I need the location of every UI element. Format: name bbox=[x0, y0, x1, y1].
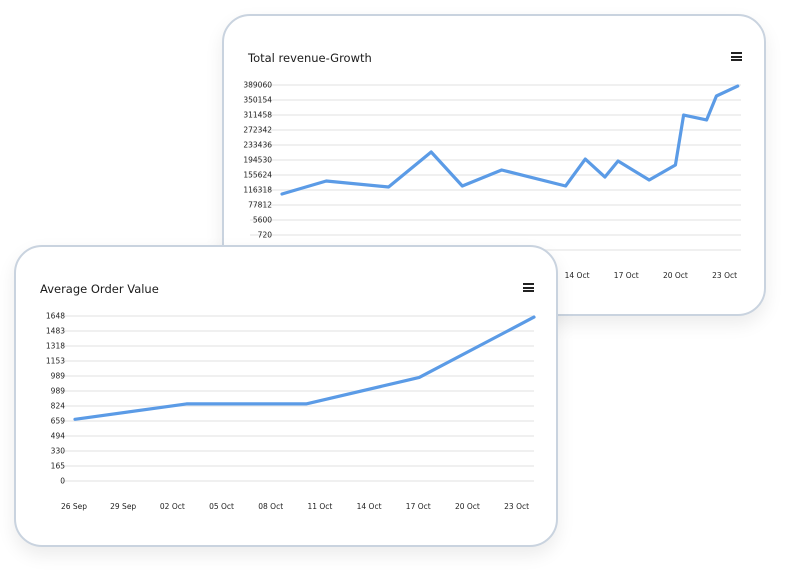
chart-title: Average Order Value bbox=[40, 282, 159, 296]
aov-chart-svg: 1648 1483 1318 1153 989 989 824 659 494 330 165 0 26… bbox=[46, 312, 536, 511]
y-tick-label: 659 bbox=[51, 417, 66, 426]
x-tick-label: 02 Oct bbox=[160, 502, 185, 511]
y-tick-label: 1483 bbox=[46, 327, 65, 336]
y-tick-label: 330 bbox=[51, 447, 66, 456]
y-tick-label: 116318 bbox=[243, 186, 272, 195]
hamburger-menu-icon[interactable] bbox=[731, 52, 742, 61]
y-tick-label: 824 bbox=[51, 402, 66, 411]
series-line bbox=[73, 315, 536, 421]
y-tick-label: 272342 bbox=[243, 126, 272, 135]
x-tick-label: 20 Oct bbox=[455, 502, 480, 511]
y-tick-label: 311458 bbox=[243, 111, 272, 120]
y-tick-label: 720 bbox=[258, 231, 273, 240]
y-tick-label: 1318 bbox=[46, 342, 65, 351]
y-tick-label: 77812 bbox=[248, 201, 272, 210]
average-order-value-card: Average Order Value 1648 1483 1318 1153 989 9… bbox=[14, 245, 558, 547]
x-tick-label: 17 Oct bbox=[406, 502, 431, 511]
x-tick-label: 23 Oct bbox=[504, 502, 529, 511]
y-tick-label: 1648 bbox=[46, 312, 65, 321]
x-tick-label: 29 Sep bbox=[110, 502, 136, 511]
y-tick-label: 989 bbox=[51, 387, 66, 396]
x-tick-label: 14 Oct bbox=[565, 271, 590, 280]
y-tick-label: 233436 bbox=[243, 141, 272, 150]
y-tick-label: 155624 bbox=[243, 171, 272, 180]
y-tick-label: 1153 bbox=[46, 357, 65, 366]
x-tick-label: 23 Oct bbox=[712, 271, 737, 280]
y-tick-label: 194530 bbox=[243, 156, 272, 165]
y-tick-label: 5600 bbox=[253, 216, 272, 225]
x-tick-label: 26 Sep bbox=[61, 502, 87, 511]
y-tick-label: 389060 bbox=[243, 81, 272, 90]
series-line bbox=[280, 84, 740, 196]
y-tick-label: 989 bbox=[51, 372, 66, 381]
chart-title: Total revenue-Growth bbox=[248, 51, 372, 65]
x-tick-label: 08 Oct bbox=[258, 502, 283, 511]
x-tick-label: 11 Oct bbox=[307, 502, 332, 511]
x-tick-label: 05 Oct bbox=[209, 502, 234, 511]
x-tick-label: 17 Oct bbox=[614, 271, 639, 280]
y-tick-label: 165 bbox=[51, 462, 66, 471]
x-tick-label: 14 Oct bbox=[357, 502, 382, 511]
y-tick-label: 0 bbox=[60, 477, 65, 486]
y-tick-label: 350154 bbox=[243, 96, 272, 105]
x-tick-label: 20 Oct bbox=[663, 271, 688, 280]
hamburger-menu-icon[interactable] bbox=[523, 283, 534, 292]
y-tick-label: 494 bbox=[51, 432, 66, 441]
